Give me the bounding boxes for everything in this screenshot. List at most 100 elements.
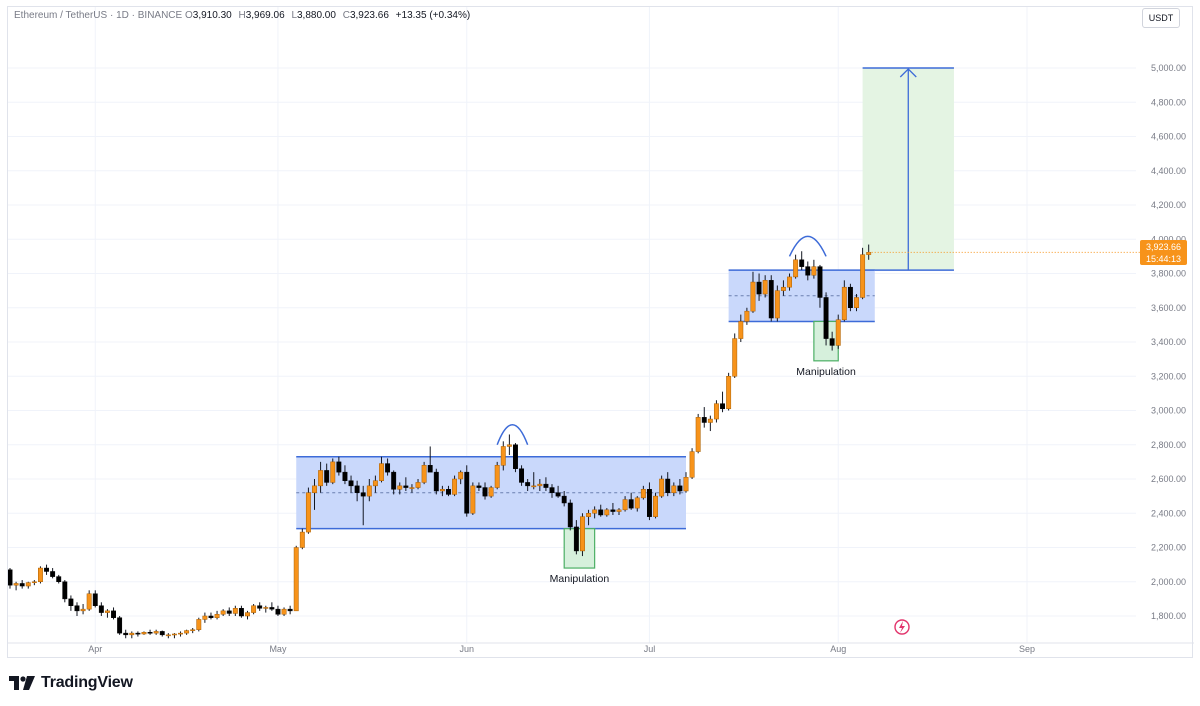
candle[interactable] <box>147 632 153 634</box>
candle[interactable] <box>847 286 853 309</box>
candle[interactable] <box>439 489 445 492</box>
candle[interactable] <box>744 310 750 322</box>
candle[interactable] <box>397 485 403 490</box>
candle[interactable] <box>525 482 531 487</box>
candle[interactable] <box>86 593 92 610</box>
candle[interactable] <box>226 610 232 614</box>
candle[interactable] <box>330 461 336 483</box>
candle[interactable] <box>598 509 604 516</box>
candle[interactable] <box>232 608 238 614</box>
candle[interactable] <box>269 607 275 610</box>
candle[interactable] <box>458 471 464 480</box>
candle[interactable] <box>165 634 171 637</box>
candle[interactable] <box>531 485 537 488</box>
candle[interactable] <box>482 487 488 497</box>
candle[interactable] <box>653 495 658 517</box>
candle[interactable] <box>135 632 141 635</box>
candle[interactable] <box>68 598 74 606</box>
candle[interactable] <box>707 418 713 423</box>
candle[interactable] <box>178 632 183 635</box>
candle[interactable] <box>129 632 135 636</box>
candle[interactable] <box>74 605 80 612</box>
candle[interactable] <box>50 571 56 577</box>
candle[interactable] <box>275 608 281 615</box>
candle[interactable] <box>31 581 37 583</box>
candle[interactable] <box>281 608 287 615</box>
candle[interactable] <box>98 605 104 613</box>
candle[interactable] <box>117 617 123 634</box>
candle[interactable] <box>799 259 805 267</box>
candle[interactable] <box>13 583 19 586</box>
candle[interactable] <box>604 509 610 516</box>
candle[interactable] <box>780 286 786 291</box>
candle[interactable] <box>756 281 762 295</box>
candle[interactable] <box>372 480 378 487</box>
candle[interactable] <box>391 471 397 490</box>
candle[interactable] <box>238 608 244 617</box>
chart-area[interactable]: Manipulation Manipulation 1,800.00 2,000.00… <box>7 6 1194 658</box>
candle[interactable] <box>433 471 439 492</box>
candle[interactable] <box>506 444 512 447</box>
candle[interactable] <box>695 417 701 452</box>
candle[interactable] <box>452 478 458 495</box>
candle[interactable] <box>616 509 622 512</box>
candle[interactable] <box>92 593 98 606</box>
top-arc[interactable] <box>788 235 827 257</box>
candle[interactable] <box>476 485 482 488</box>
candle[interactable] <box>190 629 196 631</box>
candle[interactable] <box>823 297 829 339</box>
candle[interactable] <box>513 444 518 469</box>
candle[interactable] <box>62 581 68 600</box>
candle[interactable] <box>111 610 116 618</box>
candle[interactable] <box>446 489 451 495</box>
candle[interactable] <box>171 633 177 636</box>
candle[interactable] <box>580 516 585 552</box>
candle[interactable] <box>494 465 500 488</box>
candle[interactable] <box>774 290 780 319</box>
candle[interactable] <box>153 631 159 634</box>
candle[interactable] <box>159 631 165 636</box>
candle[interactable] <box>202 615 208 620</box>
candle[interactable] <box>287 608 293 612</box>
candle[interactable] <box>44 567 49 572</box>
candle[interactable] <box>415 482 421 488</box>
currency-button[interactable]: USDT <box>1142 8 1180 28</box>
tradingview-logo[interactable]: TradingView <box>9 673 133 693</box>
candle[interactable] <box>555 492 561 497</box>
candle[interactable] <box>622 499 628 511</box>
candle[interactable] <box>403 485 409 488</box>
candle[interactable] <box>184 630 190 634</box>
candle[interactable] <box>762 280 768 295</box>
candle[interactable] <box>470 485 476 514</box>
candle[interactable] <box>817 266 823 298</box>
candle[interactable] <box>123 632 129 636</box>
candle[interactable] <box>104 610 110 613</box>
symbol-name[interactable]: Ethereum / TetherUS · 1D · BINANCE <box>14 10 183 21</box>
candle[interactable] <box>366 485 372 497</box>
candle[interactable] <box>537 483 543 487</box>
candle[interactable] <box>38 567 43 582</box>
candle[interactable] <box>592 509 598 514</box>
candle[interactable] <box>787 276 792 288</box>
candle[interactable] <box>860 254 866 298</box>
candle[interactable] <box>312 485 317 493</box>
candle[interactable] <box>811 266 817 276</box>
candle[interactable] <box>720 403 725 410</box>
candle[interactable] <box>251 605 257 613</box>
candle[interactable] <box>19 583 25 587</box>
candle[interactable] <box>354 485 360 493</box>
candle[interactable] <box>360 492 366 497</box>
candle[interactable] <box>573 526 579 552</box>
candle[interactable] <box>750 281 756 312</box>
candle[interactable] <box>208 615 214 618</box>
candle[interactable] <box>318 470 324 487</box>
candle[interactable] <box>659 478 665 497</box>
candle[interactable] <box>8 569 13 586</box>
candle[interactable] <box>610 509 616 512</box>
manipulation-zone[interactable] <box>563 528 596 569</box>
candle[interactable] <box>701 417 707 423</box>
candle[interactable] <box>141 632 147 635</box>
candle[interactable] <box>683 477 689 492</box>
candle[interactable] <box>427 465 433 473</box>
candle[interactable] <box>768 280 774 319</box>
